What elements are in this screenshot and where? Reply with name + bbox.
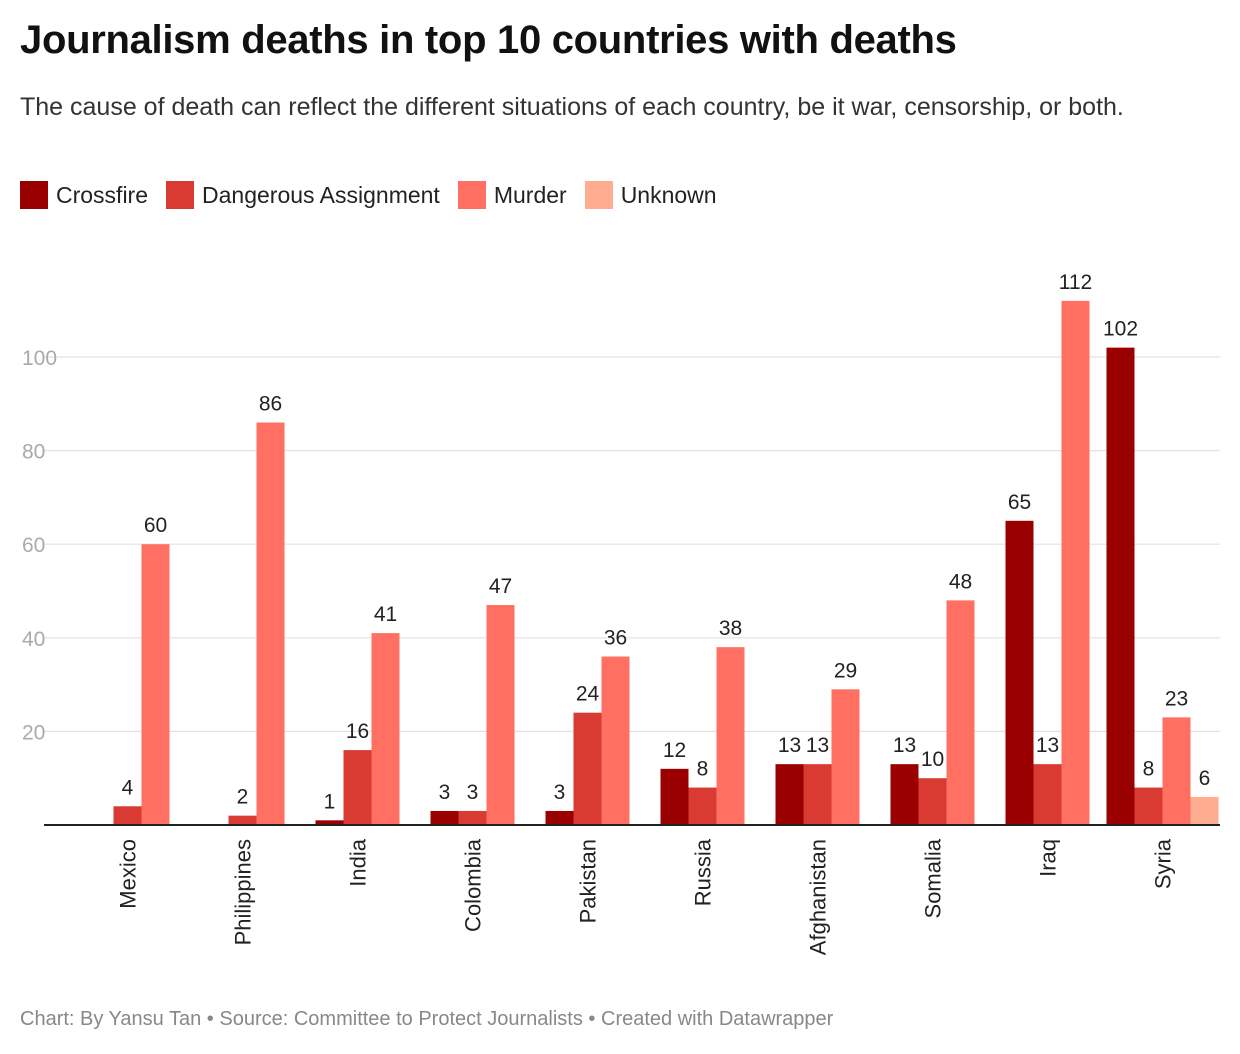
bar-mexico-murder xyxy=(141,544,170,825)
legend-label-unknown: Unknown xyxy=(620,181,717,208)
y-tick-label: 20 xyxy=(22,721,45,744)
bar-philippines-dangerous-assignment xyxy=(228,815,257,825)
legend-item-murder: Murder xyxy=(457,181,567,209)
value-label: 36 xyxy=(604,627,627,650)
value-label: 13 xyxy=(1036,734,1059,757)
bar-iraq-murder xyxy=(1061,300,1090,826)
bar-russia-dangerous-assignment xyxy=(688,787,717,825)
x-tick-label-somalia: Somalia xyxy=(921,838,946,918)
value-label: 8 xyxy=(697,758,709,781)
bar-philippines-murder xyxy=(256,422,285,825)
bar-somalia-murder xyxy=(946,600,975,825)
chart-title: Journalism deaths in top 10 countries wi… xyxy=(20,18,957,62)
x-tick-label-pakistan: Pakistan xyxy=(576,839,601,923)
value-label: 23 xyxy=(1165,687,1188,710)
value-label: 24 xyxy=(576,683,600,706)
bar-iraq-crossfire xyxy=(1005,520,1034,825)
bar-somalia-crossfire xyxy=(890,764,919,825)
bar-mexico-dangerous-assignment xyxy=(113,806,142,825)
bar-india-dangerous-assignment xyxy=(343,750,372,825)
chart-subtitle: The cause of death can reflect the diffe… xyxy=(20,93,1124,121)
value-label: 12 xyxy=(663,739,686,762)
bar-russia-murder xyxy=(716,647,745,825)
x-tick-label-mexico: Mexico xyxy=(116,839,141,909)
value-label: 86 xyxy=(259,393,282,416)
legend-item-dangerous-assignment: Dangerous Assignment xyxy=(166,181,440,209)
y-tick-label: 40 xyxy=(22,628,45,651)
bar-syria-crossfire xyxy=(1106,347,1135,825)
value-label: 38 xyxy=(719,617,742,640)
value-label: 10 xyxy=(921,748,944,771)
bar-iraq-dangerous-assignment xyxy=(1033,764,1062,825)
y-tick-label: 60 xyxy=(22,534,45,557)
legend-swatch-dangerous-assignment xyxy=(166,181,195,209)
bar-colombia-dangerous-assignment xyxy=(458,810,487,825)
bar-colombia-crossfire xyxy=(430,810,459,825)
bar-afghanistan-crossfire xyxy=(775,764,804,825)
value-label: 4 xyxy=(122,776,134,799)
bar-colombia-murder xyxy=(486,605,515,825)
value-label: 48 xyxy=(949,570,972,593)
value-label: 13 xyxy=(778,734,801,757)
value-label: 102 xyxy=(1103,318,1138,341)
x-tick-label-india: India xyxy=(346,838,371,886)
value-label: 29 xyxy=(834,659,857,682)
footer-separator: • xyxy=(588,1008,596,1030)
footer-separator: • xyxy=(206,1008,214,1030)
value-label: 3 xyxy=(439,781,451,804)
bar-somalia-dangerous-assignment xyxy=(918,778,947,825)
bar-afghanistan-murder xyxy=(831,689,860,825)
x-tick-label-afghanistan: Afghanistan xyxy=(806,839,831,955)
value-label: 65 xyxy=(1008,491,1031,514)
bar-pakistan-dangerous-assignment xyxy=(573,712,602,825)
y-tick-label: 100 xyxy=(22,347,57,370)
x-tick-label-russia: Russia xyxy=(691,838,716,906)
value-label: 112 xyxy=(1059,271,1092,294)
legend-item-unknown: Unknown xyxy=(584,181,717,209)
value-label: 6 xyxy=(1199,767,1211,790)
legend-item-crossfire: Crossfire xyxy=(20,181,148,209)
chart-footer: Chart: By Yansu Tan • Source: Committee … xyxy=(20,1008,833,1031)
bar-syria-unknown xyxy=(1190,796,1219,825)
bar-pakistan-crossfire xyxy=(545,810,574,825)
bar-russia-crossfire xyxy=(660,768,689,825)
bar-chart: 20406080100460Mexico286Philippines11641I… xyxy=(22,271,1220,955)
value-label: 3 xyxy=(467,781,479,804)
value-label: 2 xyxy=(237,786,249,809)
bar-syria-murder xyxy=(1162,717,1191,825)
x-tick-label-colombia: Colombia xyxy=(461,838,486,932)
legend: Crossfire Dangerous Assignment Murder Un… xyxy=(20,180,735,210)
bar-afghanistan-dangerous-assignment xyxy=(803,764,832,825)
value-label: 8 xyxy=(1143,758,1155,781)
value-label: 3 xyxy=(554,781,566,804)
footer-source: Source: Committee to Protect Journalists xyxy=(219,1008,583,1030)
legend-label-murder: Murder xyxy=(493,181,567,208)
bar-india-crossfire xyxy=(315,820,344,825)
value-label: 13 xyxy=(806,734,829,757)
value-label: 16 xyxy=(346,720,369,743)
footer-byline: Chart: By Yansu Tan xyxy=(20,1008,202,1030)
value-label: 47 xyxy=(489,575,512,598)
x-tick-label-iraq: Iraq xyxy=(1036,839,1061,877)
value-label: 1 xyxy=(324,790,336,813)
bar-pakistan-murder xyxy=(601,656,630,825)
value-label: 60 xyxy=(144,514,167,537)
legend-swatch-unknown xyxy=(584,181,613,209)
value-label: 13 xyxy=(893,734,916,757)
legend-swatch-murder xyxy=(457,181,486,209)
y-tick-label: 80 xyxy=(22,441,45,464)
legend-swatch-crossfire xyxy=(20,181,48,209)
legend-label-crossfire: Crossfire xyxy=(56,181,149,208)
legend-label-dangerous-assignment: Dangerous Assignment xyxy=(202,181,440,208)
bar-syria-dangerous-assignment xyxy=(1134,787,1163,825)
x-tick-label-philippines: Philippines xyxy=(231,839,256,945)
value-label: 41 xyxy=(374,603,397,626)
bar-india-murder xyxy=(371,633,400,825)
footer-created: Created with Datawrapper xyxy=(601,1008,834,1030)
x-tick-label-syria: Syria xyxy=(1151,838,1176,889)
